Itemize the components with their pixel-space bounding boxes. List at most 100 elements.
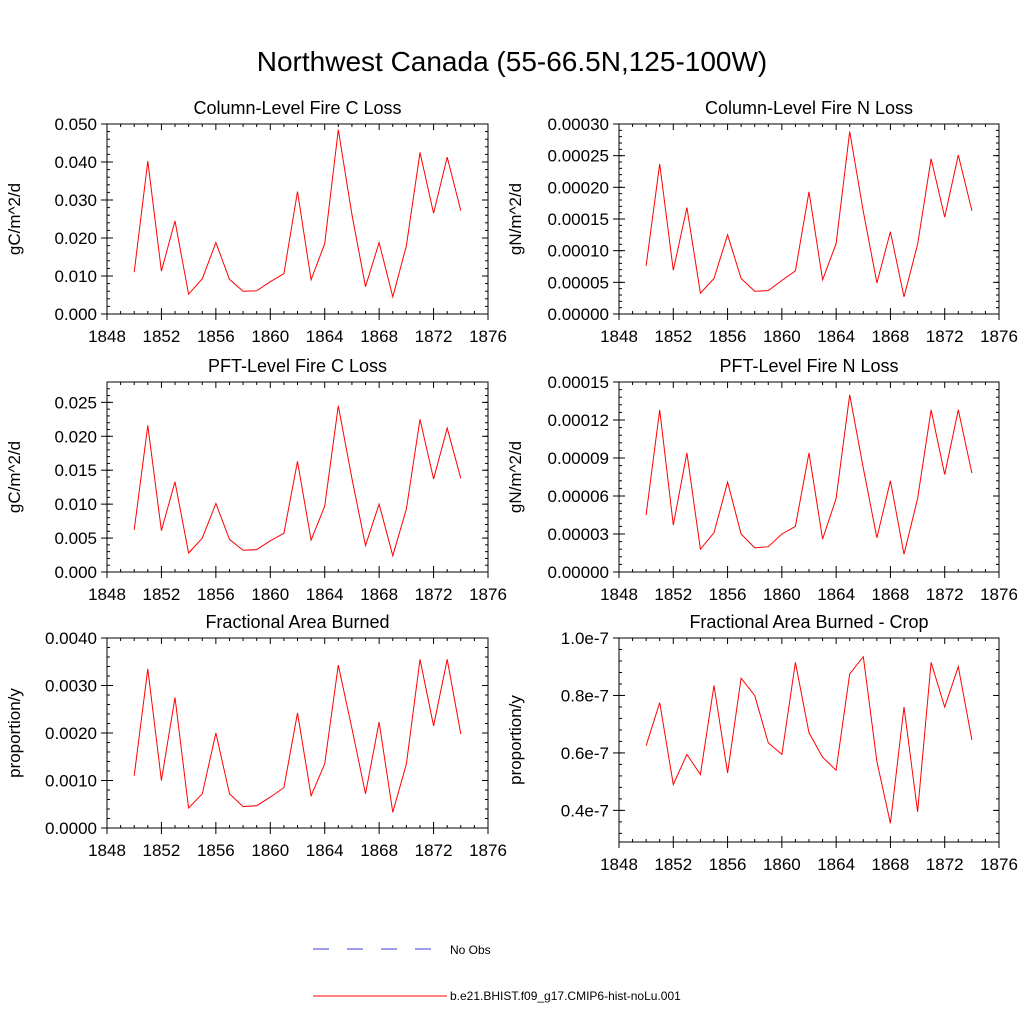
y-tick-label: 0.00000 bbox=[548, 305, 609, 324]
panel-2: Column-Level Fire N Loss gN/m^2/d 1848 1852… bbox=[506, 98, 1018, 346]
y-tick-label: 0.00005 bbox=[548, 273, 609, 292]
y-tick-label: 0.020 bbox=[54, 427, 97, 446]
panel-5: Fractional Area Burned proportion/y 1848 18… bbox=[5, 612, 507, 860]
y-tick-label: 0.050 bbox=[54, 115, 97, 134]
panel-title: Fractional Area Burned bbox=[205, 612, 389, 632]
y-tick-label: 0.020 bbox=[54, 229, 97, 248]
plot-frame bbox=[106, 381, 489, 573]
y-tick-label: 0.0010 bbox=[45, 772, 97, 791]
y-axis-label: proportion/y bbox=[506, 695, 525, 785]
y-tick-label: 0.00003 bbox=[548, 525, 609, 544]
y-tick-label: 0.8e-7 bbox=[561, 686, 609, 705]
x-tick-label: 1852 bbox=[654, 327, 692, 346]
y-tick-label: 0.00030 bbox=[548, 115, 609, 134]
x-tick-label: 1860 bbox=[763, 855, 801, 874]
x-tick-label: 1868 bbox=[360, 585, 398, 604]
x-tick-label: 1864 bbox=[817, 327, 855, 346]
y-tick-label: 0.010 bbox=[54, 495, 97, 514]
x-tick-label: 1860 bbox=[251, 841, 289, 860]
x-tick-label: 1860 bbox=[763, 327, 801, 346]
plot-frame bbox=[618, 637, 1000, 843]
x-tick-label: 1848 bbox=[600, 585, 638, 604]
legend: No Obs b.e21.BHIST.f09_g17.CMIP6-hist-noL… bbox=[313, 943, 681, 1003]
y-tick-label: 0.00015 bbox=[548, 373, 609, 392]
x-tick-label: 1876 bbox=[469, 841, 507, 860]
x-tick-label: 1864 bbox=[306, 585, 344, 604]
y-tick-label: 1.0e-7 bbox=[561, 629, 609, 648]
series-line bbox=[645, 394, 973, 555]
x-tick-label: 1872 bbox=[415, 841, 453, 860]
panel-1: Column-Level Fire C Loss gC/m^2/d 1848 1852… bbox=[5, 98, 507, 346]
legend-label-obs: No Obs bbox=[450, 943, 491, 957]
series-line bbox=[645, 131, 973, 298]
x-tick-label: 1860 bbox=[251, 585, 289, 604]
x-tick-label: 1852 bbox=[143, 327, 181, 346]
x-tick-label: 1872 bbox=[415, 585, 453, 604]
panel-4: PFT-Level Fire N Loss gN/m^2/d 1848 1852 185… bbox=[506, 356, 1018, 604]
y-tick-label: 0.000 bbox=[54, 563, 97, 582]
x-tick-label: 1848 bbox=[88, 585, 126, 604]
x-tick-label: 1864 bbox=[306, 327, 344, 346]
y-axis-label: gN/m^2/d bbox=[506, 441, 525, 513]
y-tick-label: 0.040 bbox=[54, 153, 97, 172]
series-line bbox=[133, 405, 462, 558]
x-tick-label: 1876 bbox=[980, 585, 1018, 604]
x-tick-label: 1856 bbox=[197, 327, 235, 346]
x-tick-label: 1848 bbox=[600, 855, 638, 874]
x-tick-label: 1868 bbox=[872, 585, 910, 604]
y-tick-label: 0.00012 bbox=[548, 411, 609, 430]
x-tick-label: 1856 bbox=[197, 841, 235, 860]
x-tick-label: 1856 bbox=[709, 855, 747, 874]
y-tick-label: 0.00015 bbox=[548, 210, 609, 229]
series-line bbox=[133, 129, 462, 299]
x-tick-label: 1868 bbox=[360, 841, 398, 860]
x-tick-label: 1876 bbox=[469, 585, 507, 604]
x-tick-label: 1872 bbox=[926, 327, 964, 346]
panel-3: PFT-Level Fire C Loss gC/m^2/d 1848 1852 185… bbox=[5, 356, 507, 604]
y-tick-label: 0.00020 bbox=[548, 178, 609, 197]
series-line bbox=[645, 655, 973, 824]
panel-title: Column-Level Fire N Loss bbox=[705, 98, 913, 118]
x-tick-label: 1872 bbox=[926, 855, 964, 874]
panel-6: Fractional Area Burned - Crop proportion/… bbox=[506, 612, 1018, 874]
x-tick-label: 1876 bbox=[980, 327, 1018, 346]
x-tick-label: 1864 bbox=[306, 841, 344, 860]
x-tick-label: 1860 bbox=[251, 327, 289, 346]
panel-title: Column-Level Fire C Loss bbox=[193, 98, 401, 118]
x-tick-label: 1856 bbox=[709, 585, 747, 604]
x-tick-label: 1848 bbox=[600, 327, 638, 346]
y-axis-label: gC/m^2/d bbox=[5, 183, 24, 255]
figure-title: Northwest Canada (55-66.5N,125-100W) bbox=[256, 46, 768, 77]
panel-title: PFT-Level Fire C Loss bbox=[208, 356, 387, 376]
panel-title: PFT-Level Fire N Loss bbox=[719, 356, 898, 376]
x-tick-label: 1848 bbox=[88, 841, 126, 860]
y-tick-label: 0.000 bbox=[54, 305, 97, 324]
x-tick-label: 1872 bbox=[415, 327, 453, 346]
y-tick-label: 0.4e-7 bbox=[561, 801, 609, 820]
y-axis-label: gN/m^2/d bbox=[506, 183, 525, 255]
y-tick-label: 0.010 bbox=[54, 267, 97, 286]
legend-label-model: b.e21.BHIST.f09_g17.CMIP6-hist-noLu.001 bbox=[450, 989, 681, 1003]
y-tick-label: 0.025 bbox=[54, 393, 97, 412]
x-tick-label: 1864 bbox=[817, 855, 855, 874]
x-tick-label: 1856 bbox=[709, 327, 747, 346]
x-tick-label: 1876 bbox=[980, 855, 1018, 874]
x-tick-label: 1864 bbox=[817, 585, 855, 604]
y-tick-label: 0.0000 bbox=[45, 819, 97, 838]
x-tick-label: 1852 bbox=[654, 855, 692, 874]
plot-frame bbox=[106, 123, 489, 315]
x-tick-label: 1868 bbox=[872, 855, 910, 874]
panel-title: Fractional Area Burned - Crop bbox=[689, 612, 928, 632]
x-tick-label: 1860 bbox=[763, 585, 801, 604]
x-tick-label: 1872 bbox=[926, 585, 964, 604]
y-tick-label: 0.00009 bbox=[548, 449, 609, 468]
x-tick-label: 1868 bbox=[360, 327, 398, 346]
x-tick-label: 1876 bbox=[469, 327, 507, 346]
y-tick-label: 0.0030 bbox=[45, 677, 97, 696]
plot-frame bbox=[618, 381, 1000, 573]
y-tick-label: 0.00006 bbox=[548, 487, 609, 506]
y-tick-label: 0.00000 bbox=[548, 563, 609, 582]
y-tick-label: 0.00010 bbox=[548, 242, 609, 261]
